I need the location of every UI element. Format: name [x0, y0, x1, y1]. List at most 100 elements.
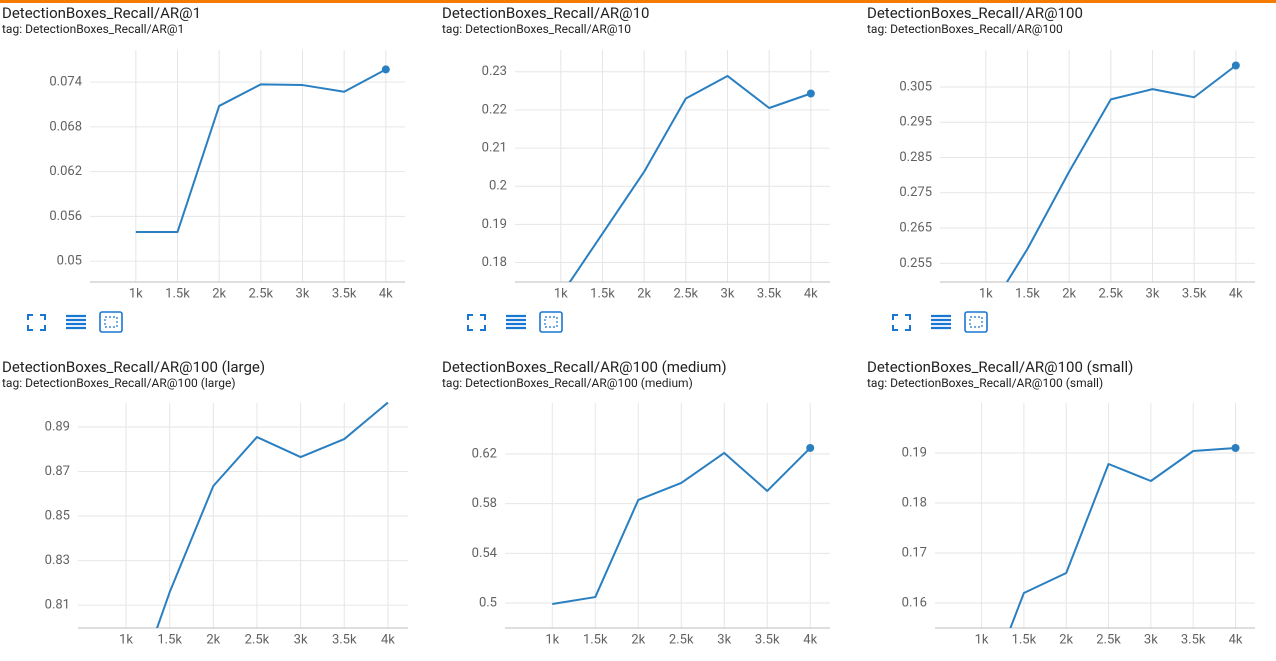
- x-tick-label: 3.5k: [332, 286, 357, 301]
- y-tick-label: 0.18: [482, 255, 507, 270]
- y-tick-label: 0.19: [902, 445, 927, 460]
- plot: [156, 401, 389, 628]
- series-line: [135, 68, 387, 234]
- x-tick-label: 1k: [119, 632, 133, 647]
- chart-title: DetectionBoxes_Recall/AR@100 (large): [2, 358, 265, 376]
- last-point: [1231, 61, 1240, 70]
- x-tick-label: 3k: [294, 632, 308, 647]
- x-tick-label: 4k: [379, 286, 393, 301]
- x-tick-label: 2.5k: [249, 286, 274, 301]
- chart-tag: tag: DetectionBoxes_Recall/AR@100 (small…: [867, 376, 1103, 390]
- chart-title: DetectionBoxes_Recall/AR@100 (medium): [442, 358, 727, 376]
- x-tick-label: 3k: [1144, 632, 1158, 647]
- y-tick-label: 0.21: [482, 141, 507, 156]
- x-tick-label: 1k: [554, 286, 568, 301]
- chart-title: DetectionBoxes_Recall/AR@100 (small): [867, 358, 1133, 376]
- fullscreen-button[interactable]: [892, 314, 911, 331]
- fullscreen-button[interactable]: [27, 314, 46, 331]
- plot: [1009, 444, 1240, 628]
- y-tick-label: 0.19: [482, 217, 507, 232]
- x-tick-label: 3.5k: [757, 286, 782, 301]
- chart-title: DetectionBoxes_Recall/AR@10: [442, 4, 649, 22]
- last-point: [806, 443, 815, 452]
- x-tick-label: 2.5k: [669, 632, 694, 647]
- icon: [27, 314, 46, 331]
- last-point: [381, 65, 390, 74]
- icon: [969, 316, 983, 328]
- y-tick-label: 0.85: [45, 508, 70, 523]
- x-tick-label: 3k: [296, 286, 310, 301]
- y-tick-label: 0.056: [49, 209, 82, 224]
- plot: [1005, 61, 1240, 282]
- x-tick-label: 2k: [1062, 286, 1076, 301]
- chart-tag: tag: DetectionBoxes_Recall/AR@1: [2, 22, 184, 36]
- data-button[interactable]: [66, 314, 86, 330]
- icon: [467, 314, 486, 331]
- data-button[interactable]: [506, 314, 526, 330]
- x-tick-label: 4k: [381, 632, 395, 647]
- x-tick-label: 1k: [979, 286, 993, 301]
- chart-tag: tag: DetectionBoxes_Recall/AR@10: [442, 22, 631, 36]
- x-tick-label: 1k: [975, 632, 989, 647]
- icon: [892, 314, 911, 331]
- x-tick-label: 2k: [637, 286, 651, 301]
- data-button[interactable]: [931, 314, 951, 330]
- y-tick-label: 0.295: [899, 115, 932, 130]
- y-tick-label: 0.81: [45, 598, 70, 613]
- y-tick-label: 0.068: [49, 119, 82, 134]
- y-tick-label: 0.18: [902, 495, 927, 510]
- series-line: [568, 74, 812, 282]
- y-tick-label: 0.58: [472, 496, 497, 511]
- y-tick-label: 0.305: [899, 79, 932, 94]
- series-line: [1005, 64, 1237, 282]
- x-tick-label: 2k: [631, 632, 645, 647]
- x-tick-label: 1.5k: [1012, 632, 1037, 647]
- x-tick-label: 1.5k: [1015, 286, 1040, 301]
- chart-tag: tag: DetectionBoxes_Recall/AR@100: [867, 22, 1063, 36]
- fullscreen-button[interactable]: [467, 314, 486, 331]
- y-tick-label: 0.05: [57, 254, 82, 269]
- x-tick-label: 2k: [1059, 632, 1073, 647]
- y-tick-label: 0.265: [899, 220, 932, 235]
- x-tick-label: 3.5k: [332, 632, 357, 647]
- y-tick-label: 0.89: [45, 419, 70, 434]
- x-tick-label: 1.5k: [165, 286, 190, 301]
- y-tick-label: 0.275: [899, 185, 932, 200]
- x-tick-label: 4k: [804, 286, 818, 301]
- chart-tag: tag: DetectionBoxes_Recall/AR@100 (large…: [2, 376, 236, 390]
- y-tick-label: 0.87: [45, 464, 70, 479]
- y-tick-label: 0.17: [902, 545, 927, 560]
- x-tick-label: 1.5k: [157, 632, 182, 647]
- y-tick-label: 0.255: [899, 256, 932, 271]
- x-tick-label: 1k: [129, 286, 143, 301]
- y-tick-label: 0.5: [479, 595, 497, 610]
- x-tick-label: 2.5k: [674, 286, 699, 301]
- x-tick-label: 2k: [206, 632, 220, 647]
- x-tick-label: 4k: [1229, 632, 1243, 647]
- y-tick-label: 0.062: [49, 164, 82, 179]
- series-line: [552, 447, 811, 606]
- y-tick-label: 0.54: [472, 546, 498, 561]
- x-tick-label: 2.5k: [1099, 286, 1124, 301]
- x-tick-label: 3.5k: [755, 632, 780, 647]
- y-tick-label: 0.62: [472, 446, 497, 461]
- fit-button[interactable]: [99, 311, 123, 333]
- fit-button[interactable]: [964, 311, 988, 333]
- x-tick-label: 4k: [1229, 286, 1243, 301]
- plot: [568, 74, 815, 282]
- x-tick-label: 3.5k: [1181, 632, 1206, 647]
- plot: [552, 443, 815, 606]
- x-tick-label: 1.5k: [590, 286, 615, 301]
- icon: [544, 316, 558, 328]
- x-tick-label: 1.5k: [583, 632, 608, 647]
- fit-button[interactable]: [539, 311, 563, 333]
- y-tick-label: 0.2: [489, 179, 507, 194]
- plot: [135, 65, 390, 234]
- icon: [104, 316, 118, 328]
- x-tick-label: 3k: [717, 632, 731, 647]
- y-tick-label: 0.074: [49, 75, 82, 90]
- icon: [539, 311, 563, 333]
- chart-tag: tag: DetectionBoxes_Recall/AR@100 (mediu…: [442, 376, 693, 390]
- y-tick-label: 0.83: [45, 553, 70, 568]
